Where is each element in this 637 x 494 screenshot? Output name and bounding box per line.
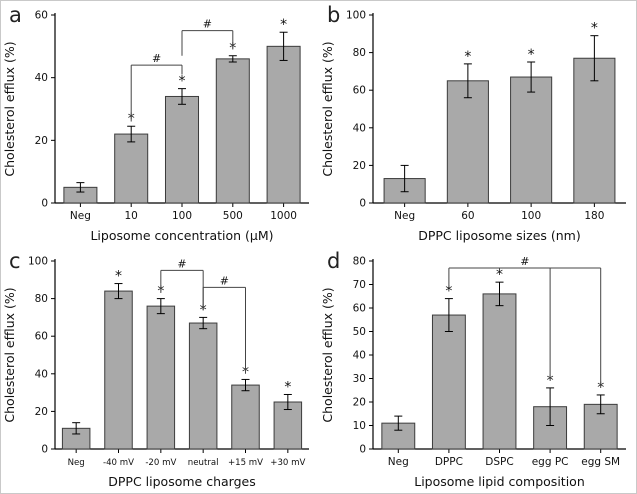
x-tick-label: DSPC [485, 456, 513, 468]
x-tick-label: +15 mV [228, 458, 263, 468]
y-tick-label: 60 [353, 303, 366, 315]
y-tick-label: 40 [353, 350, 366, 362]
bracket-label: # [520, 255, 529, 268]
y-tick-label: 30 [353, 373, 366, 385]
bar-100 [510, 76, 553, 204]
x-axis-title: Liposome concentration (μM) [90, 228, 273, 243]
bar-1000 [266, 45, 301, 204]
y-tick-label: 10 [353, 420, 366, 432]
x-tick-label: Neg [394, 210, 415, 222]
x-tick-label: 100 [521, 210, 541, 222]
x-tick-label: egg PC [532, 456, 569, 468]
y-tick-label: 80 [353, 47, 366, 59]
x-axis-title: DPPC liposome charges [108, 474, 255, 489]
significance-star: * [200, 302, 207, 318]
panel-letter-a: a [9, 3, 22, 27]
bar-10 [114, 133, 149, 204]
y-axis-title: Cholesterol efflux (%) [2, 41, 17, 176]
x-tick-label: neutral [188, 458, 219, 468]
significance-star: * [496, 267, 503, 283]
x-tick-label: 500 [223, 210, 243, 222]
bracket-label: # [203, 18, 212, 31]
bar-500 [215, 58, 250, 204]
y-tick-label: 0 [41, 198, 48, 210]
x-tick-label: DPPC [435, 456, 463, 468]
bar-60 [446, 80, 489, 204]
y-tick-label: 80 [353, 256, 366, 268]
significance-star: * [179, 74, 186, 90]
significance-star: * [597, 380, 604, 396]
significance-star: * [464, 49, 471, 65]
bar-180 [573, 57, 616, 204]
x-tick-label: +30 mV [270, 458, 305, 468]
y-axis-title: Cholesterol efflux (%) [320, 287, 335, 422]
bracket-label: # [177, 257, 186, 270]
panel-c-liposome-charges: c 0 20 40 60 80 100 Neg -40 mV -20 mV neutral +15 … [1, 247, 319, 493]
bar--20 mV [146, 305, 176, 450]
chart-panel-c: 0 20 40 60 80 100 Neg -40 mV -20 mV neutral +15 mV… [2, 256, 309, 489]
significance-star: * [115, 269, 122, 285]
y-axis-title: Cholesterol efflux (%) [320, 41, 335, 176]
y-tick-label: 0 [359, 198, 366, 210]
y-tick-label: 70 [353, 279, 366, 291]
bar-+15 mV [231, 384, 260, 450]
significance-star: * [284, 379, 291, 395]
bar-neutral [188, 322, 218, 450]
significance-star: * [528, 47, 535, 63]
y-tick-label: 20 [353, 160, 366, 172]
x-tick-label: -20 mV [145, 458, 176, 468]
chart-panel-b: 0 20 40 60 80 100 Neg 60 100 180 * * * DPPC liposome … [320, 10, 626, 243]
y-tick-label: 100 [28, 256, 48, 268]
x-tick-label: Neg [70, 210, 91, 222]
y-tick-label: 20 [353, 397, 366, 409]
bar--40 mV [104, 290, 133, 450]
y-tick-label: 60 [35, 331, 48, 343]
x-tick-label: 100 [172, 210, 192, 222]
y-tick-label: 40 [35, 72, 48, 84]
y-tick-label: 50 [353, 326, 366, 338]
x-tick-label: 10 [125, 210, 138, 222]
x-tick-label: 1000 [270, 210, 297, 222]
x-axis-title: DPPC liposome sizes (nm) [418, 228, 581, 243]
x-tick-label: egg SM [581, 456, 620, 468]
panel-d-lipid-composition: d 0 10 20 30 40 50 60 70 80 Neg DPPC DSPC egg PC egg … [319, 247, 636, 493]
y-tick-label: 80 [35, 293, 48, 305]
x-tick-label: -40 mV [103, 458, 134, 468]
panel-letter-b: b [327, 3, 341, 27]
y-tick-label: 60 [35, 10, 48, 22]
bracket-label: # [152, 52, 161, 65]
panel-letter-c: c [9, 249, 21, 273]
bar-DSPC [482, 293, 517, 450]
significance-star: * [591, 21, 598, 37]
y-tick-label: 60 [353, 85, 366, 97]
significance-star: * [547, 373, 554, 389]
panel-letter-d: d [327, 249, 341, 273]
chart-panel-d: 0 10 20 30 40 50 60 70 80 Neg DPPC DSPC egg PC egg SM… [320, 255, 626, 489]
bracket-label: # [220, 274, 229, 287]
y-tick-label: 40 [35, 368, 48, 380]
y-tick-label: 20 [35, 406, 48, 418]
x-tick-label: Neg [388, 456, 409, 468]
bar-DPPC [431, 314, 466, 450]
x-tick-label: Neg [68, 458, 85, 468]
significance-star: * [445, 284, 452, 300]
bar-100 [164, 95, 200, 204]
y-tick-label: 20 [35, 135, 48, 147]
y-tick-label: 100 [346, 10, 366, 22]
x-axis-title: Liposome lipid composition [414, 474, 585, 489]
y-tick-label: 0 [359, 444, 366, 456]
y-tick-label: 40 [353, 122, 366, 134]
bar-egg PC [533, 406, 568, 450]
y-tick-label: 0 [41, 444, 48, 456]
significance-star: * [280, 17, 287, 33]
y-axis-title: Cholesterol efflux (%) [2, 287, 17, 422]
x-tick-label: 180 [584, 210, 604, 222]
x-tick-label: 60 [461, 210, 474, 222]
panel-b-liposome-sizes: b 0 20 40 60 80 100 Neg 60 100 180 * * * DPPC liposom… [319, 1, 636, 247]
